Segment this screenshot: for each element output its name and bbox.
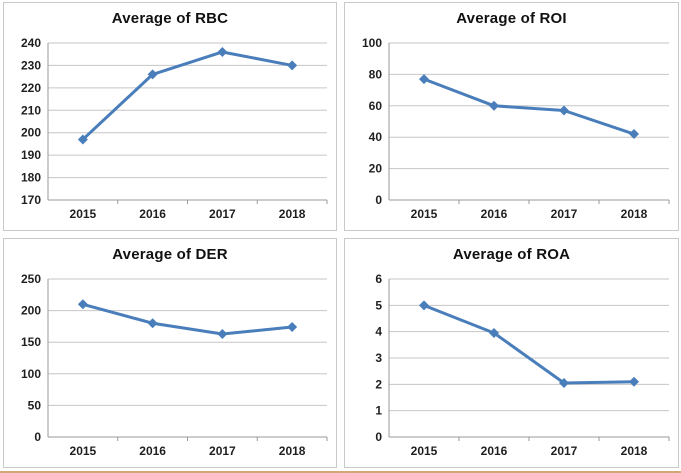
- svg-text:2: 2: [375, 377, 382, 391]
- svg-text:2018: 2018: [621, 207, 648, 221]
- svg-text:2018: 2018: [279, 444, 306, 458]
- svg-text:50: 50: [28, 398, 42, 412]
- svg-text:2017: 2017: [551, 444, 578, 458]
- svg-text:230: 230: [21, 58, 41, 72]
- svg-text:80: 80: [369, 67, 383, 81]
- svg-text:100: 100: [362, 36, 382, 50]
- svg-text:150: 150: [21, 335, 41, 349]
- svg-text:200: 200: [21, 126, 41, 140]
- svg-text:220: 220: [21, 81, 41, 95]
- svg-text:2016: 2016: [481, 444, 508, 458]
- chart-title-rbc: Average of RBC: [111, 10, 229, 27]
- svg-text:0: 0: [375, 430, 382, 444]
- svg-text:170: 170: [21, 193, 41, 207]
- svg-text:4: 4: [375, 325, 382, 339]
- svg-text:210: 210: [21, 103, 41, 117]
- svg-text:200: 200: [21, 304, 41, 318]
- svg-text:2015: 2015: [411, 444, 438, 458]
- roa-line-chart: 0 1 2 3 4 5 6 2015 2016 2017 2018: [345, 271, 678, 467]
- svg-text:0: 0: [375, 193, 382, 207]
- svg-text:190: 190: [21, 148, 41, 162]
- svg-text:20: 20: [369, 162, 383, 176]
- chart-panel-roa: Average of ROA 0 1 2 3 4 5 6 2015 2016 2017 2018: [344, 238, 679, 468]
- svg-text:6: 6: [375, 272, 382, 286]
- svg-text:2016: 2016: [139, 207, 166, 221]
- svg-text:2015: 2015: [70, 207, 97, 221]
- chart-title-roi: Average of ROI: [456, 10, 567, 27]
- svg-text:3: 3: [375, 351, 382, 365]
- svg-text:2015: 2015: [411, 207, 438, 221]
- svg-text:5: 5: [375, 298, 382, 312]
- svg-text:0: 0: [34, 430, 41, 444]
- svg-text:2017: 2017: [209, 207, 236, 221]
- svg-text:2017: 2017: [551, 207, 578, 221]
- svg-text:180: 180: [21, 171, 41, 185]
- svg-text:2018: 2018: [621, 444, 648, 458]
- svg-text:2016: 2016: [139, 444, 166, 458]
- chart-panel-roi: Average of ROI 0 20 40 60 80 100 2015 2016 2017 2…: [344, 2, 679, 231]
- svg-text:40: 40: [369, 130, 383, 144]
- chart-panel-der: Average of DER 0 50 100 150 200 250 2015 2016 20…: [3, 238, 337, 468]
- svg-text:100: 100: [21, 367, 41, 381]
- chart-panel-rbc: Average of RBC 170 180 190 200 210 220 230 240 2…: [3, 2, 337, 231]
- svg-text:2018: 2018: [279, 207, 306, 221]
- svg-text:250: 250: [21, 272, 41, 286]
- svg-text:1: 1: [375, 404, 382, 418]
- rbc-line-chart: 170 180 190 200 210 220 230 240 2015 2016 2017 2018: [4, 35, 336, 230]
- svg-text:240: 240: [21, 36, 41, 50]
- chart-title-roa: Average of ROA: [452, 246, 571, 263]
- svg-text:2016: 2016: [481, 207, 508, 221]
- svg-text:2017: 2017: [209, 444, 236, 458]
- der-line-chart: 0 50 100 150 200 250 2015 2016 2017 2018: [4, 271, 336, 467]
- svg-text:60: 60: [369, 99, 383, 113]
- chart-title-der: Average of DER: [112, 246, 228, 263]
- roi-line-chart: 0 20 40 60 80 100 2015 2016 2017 2018: [345, 35, 678, 230]
- svg-text:2015: 2015: [70, 444, 97, 458]
